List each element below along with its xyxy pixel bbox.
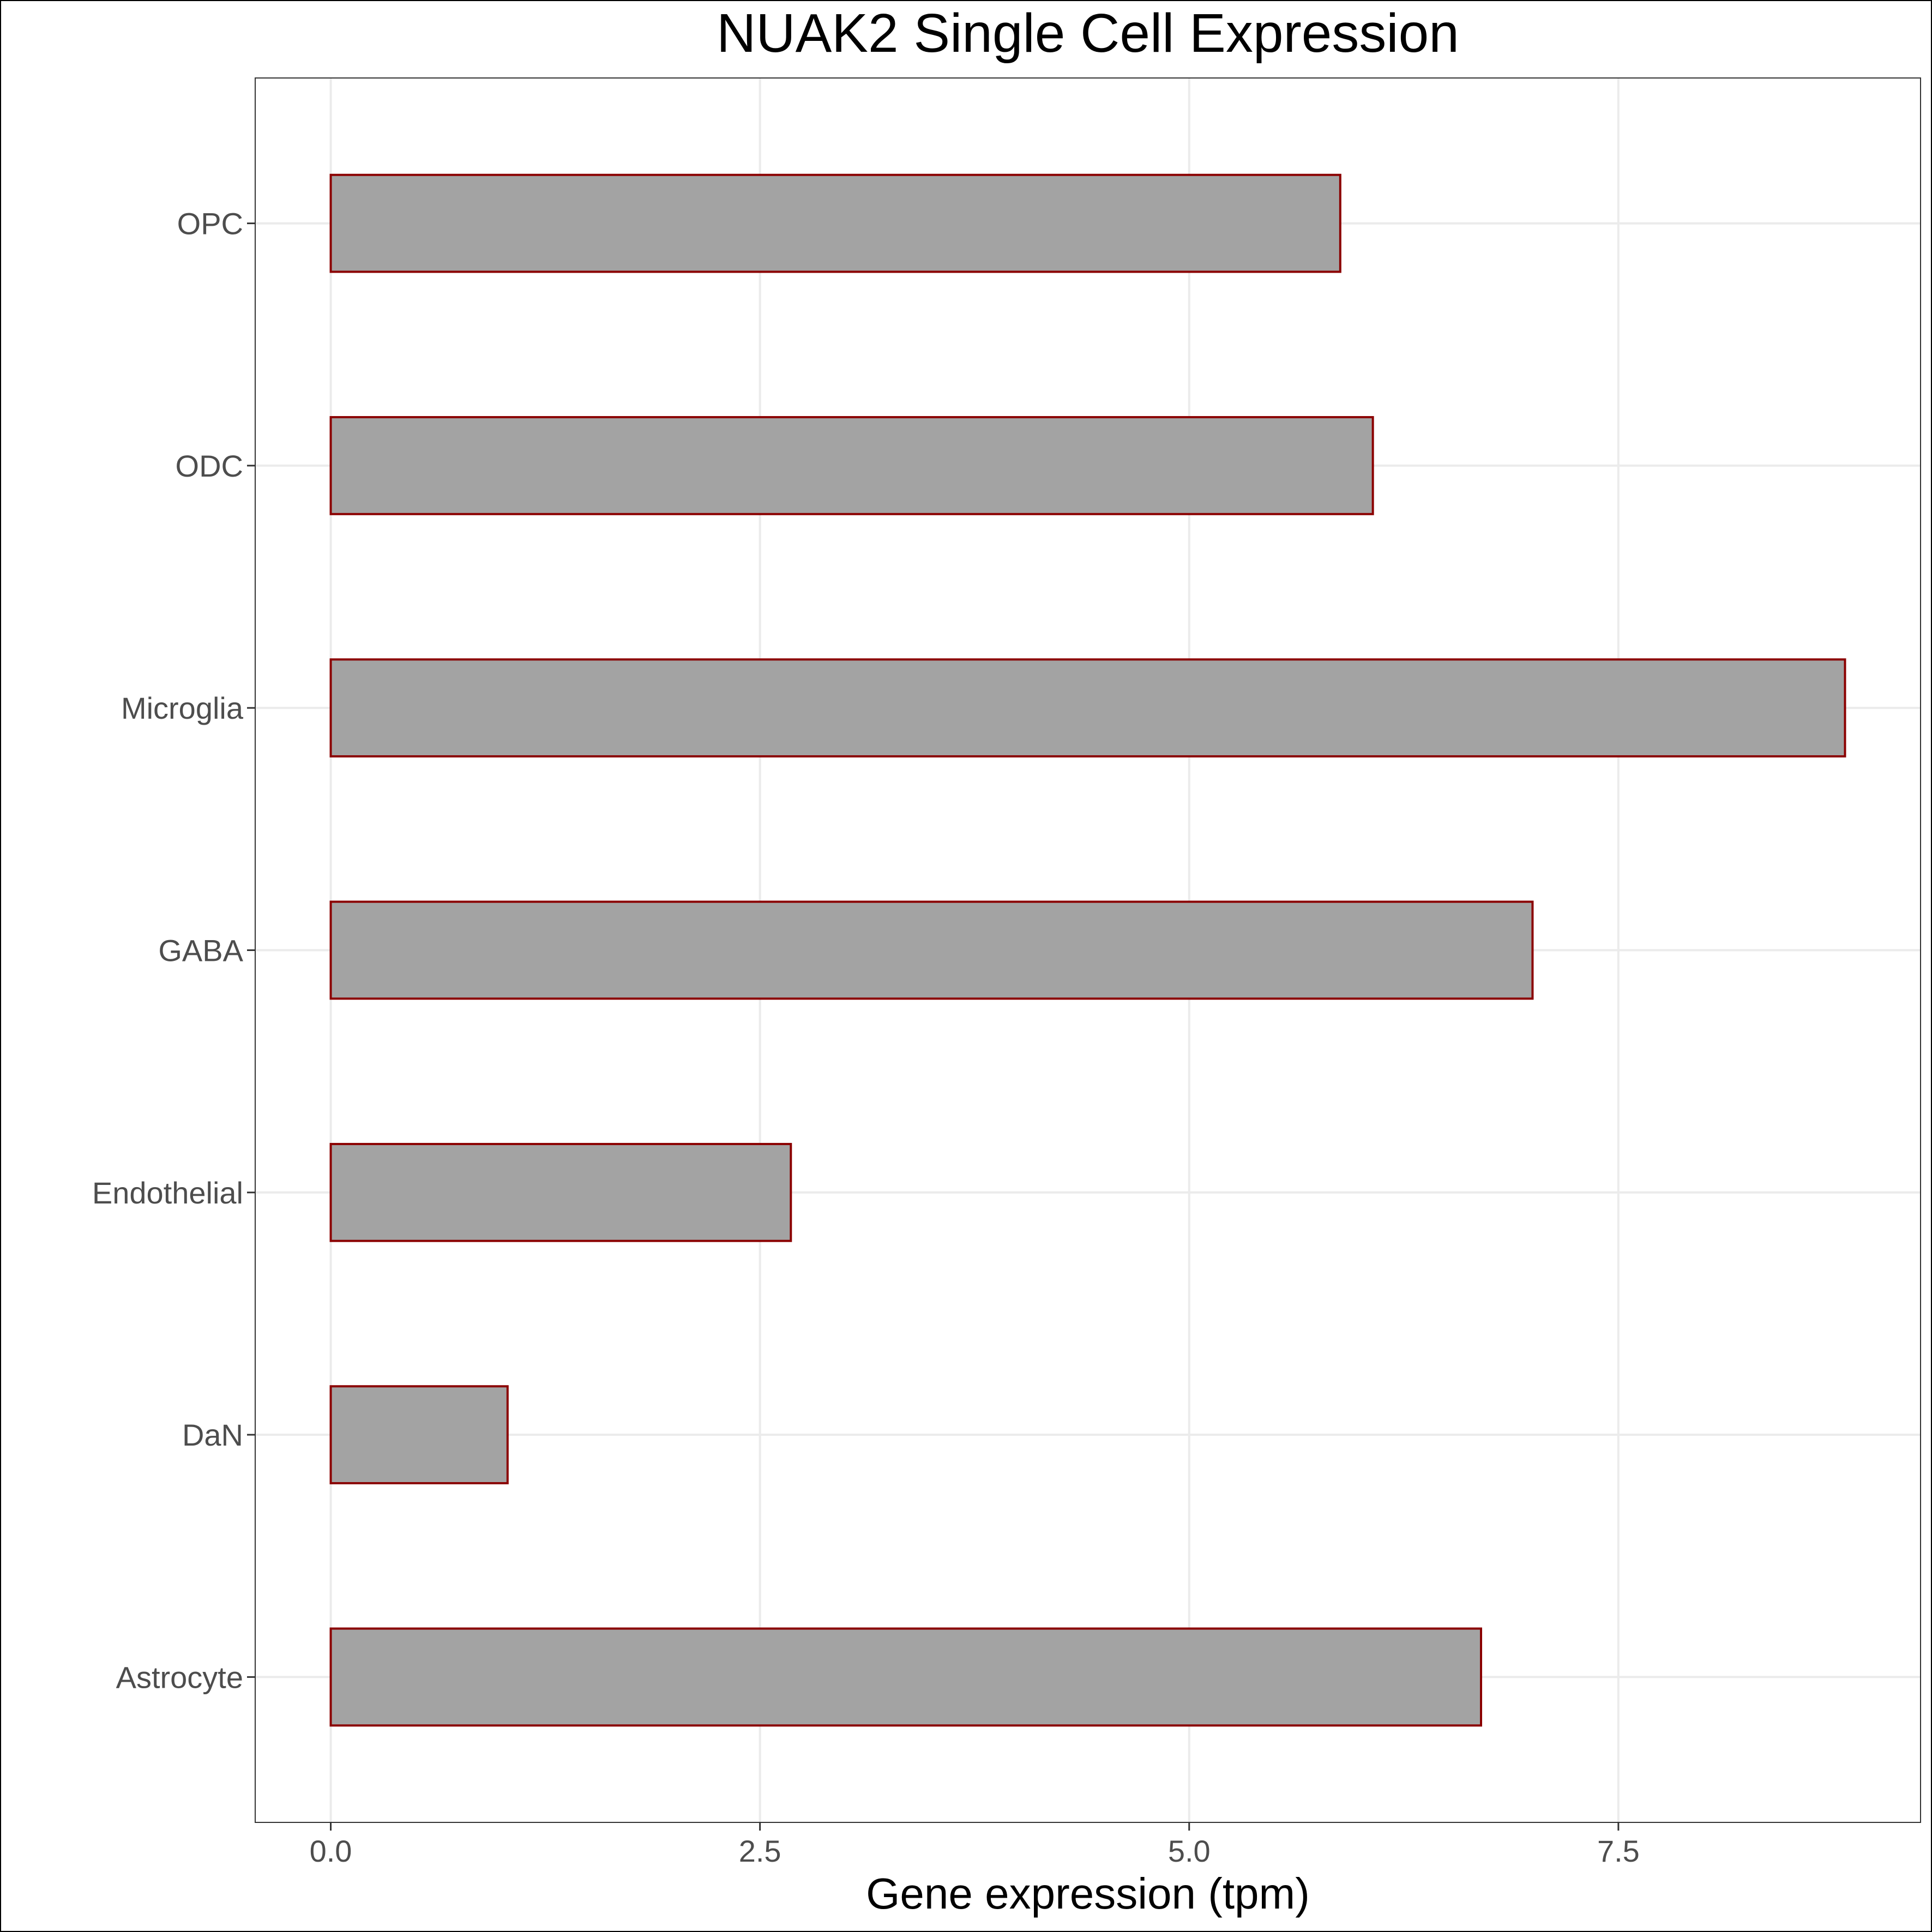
y-tick-label: ODC <box>176 449 243 483</box>
x-tick-label: 0.0 <box>310 1834 352 1868</box>
bar-opc <box>329 173 1341 273</box>
x-tick-label: 7.5 <box>1597 1834 1640 1868</box>
bars <box>329 173 1846 1727</box>
x-tick-label: 2.5 <box>739 1834 781 1868</box>
y-axis-ticks: Astrocyte DaN Endothelial GABA Microglia ODC O… <box>92 207 255 1694</box>
y-tick-label: Endothelial <box>92 1176 243 1210</box>
y-tick-label: DaN <box>182 1418 243 1452</box>
chart-title: NUAK2 Single Cell Expression <box>717 3 1459 64</box>
bar-microglia <box>329 658 1846 758</box>
y-tick-label: Astrocyte <box>116 1660 243 1694</box>
y-tick-label: Microglia <box>121 691 244 725</box>
x-tick-label: 5.0 <box>1168 1834 1211 1868</box>
x-axis-ticks: 0.0 2.5 5.0 7.5 <box>310 1822 1640 1868</box>
x-axis-title: Gene expression (tpm) <box>866 1869 1310 1918</box>
bar-gaba <box>329 900 1534 1000</box>
y-tick-label: OPC <box>177 207 243 241</box>
bar-endothelial <box>329 1142 792 1242</box>
bar-astrocyte <box>329 1627 1482 1727</box>
y-tick-label: GABA <box>158 934 243 968</box>
bar-odc <box>329 416 1374 515</box>
bar-dan <box>329 1385 509 1484</box>
